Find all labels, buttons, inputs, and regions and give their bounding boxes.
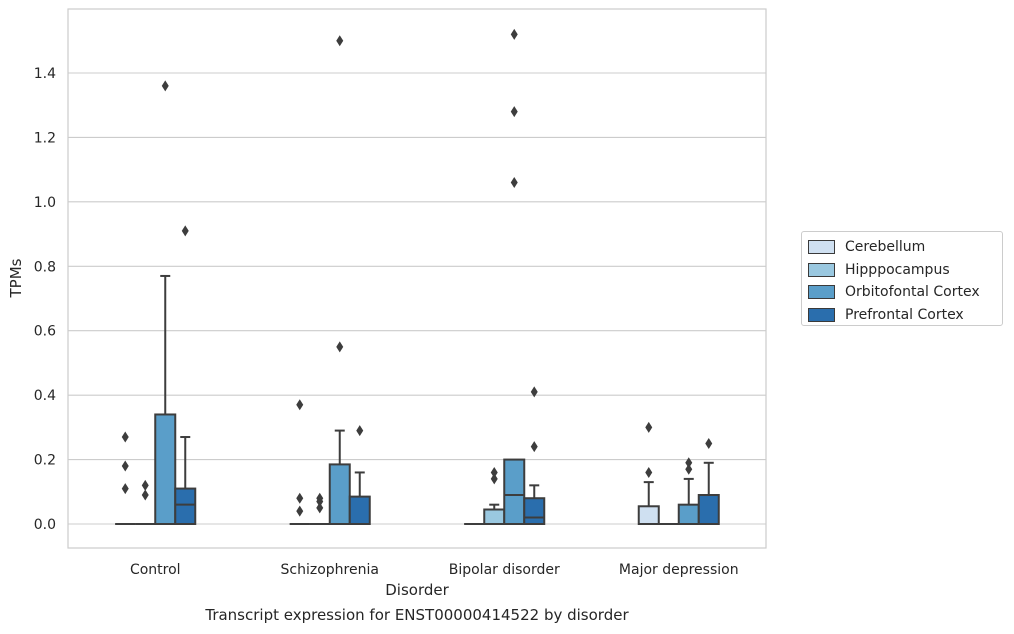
legend-swatch <box>808 307 835 322</box>
box-prefrontal-cortex <box>697 437 720 525</box>
box-orbitofontal-cortex <box>154 80 177 526</box>
box-body <box>348 495 371 526</box>
y-tick-label: 1.0 <box>34 195 56 211</box>
box-orbitofontal-cortex <box>503 28 526 526</box>
outlier-point <box>336 35 344 47</box>
outlier-point <box>161 80 169 92</box>
box-orbitofontal-cortex <box>328 35 351 525</box>
outlier-point <box>510 28 518 40</box>
legend-swatch <box>808 240 835 255</box>
outlier-point <box>336 341 344 353</box>
y-axis-label: TPMs <box>7 258 25 298</box>
y-tick-label: 0.4 <box>34 388 56 404</box>
outlier-point <box>645 421 653 433</box>
box-body <box>483 508 506 525</box>
x-axis-label: Disorder <box>385 581 449 599</box>
legend-swatch <box>808 262 835 277</box>
box-prefrontal-cortex <box>174 225 197 526</box>
outlier-point <box>645 466 653 478</box>
legend-item: Prefrontal Cortex <box>808 304 1002 327</box>
outlier-point <box>530 441 538 453</box>
box-body <box>677 503 700 525</box>
legend-label: Hipppocampus <box>845 261 950 278</box>
box-hipppocampus <box>309 492 330 525</box>
outlier-point <box>510 106 518 118</box>
legend-label: Prefrontal Cortex <box>845 306 964 323</box>
box-orbitofontal-cortex <box>677 457 700 525</box>
x-tick-label: Bipolar disorder <box>449 562 560 578</box>
outlier-point <box>490 473 498 485</box>
box-body <box>328 463 351 525</box>
outlier-point <box>121 483 129 495</box>
box-hipppocampus <box>483 466 506 525</box>
outlier-point <box>296 399 304 411</box>
outlier-point <box>141 489 149 501</box>
outlier-point <box>530 386 538 398</box>
y-tick-label: 1.4 <box>34 66 56 82</box>
box-body <box>154 413 177 526</box>
legend: Cerebellum Hipppocampus Orbitofontal Corte… <box>801 231 1003 326</box>
outlier-point <box>705 437 713 449</box>
legend-item: Cerebellum <box>808 236 1002 259</box>
box-prefrontal-cortex <box>348 425 371 526</box>
box-prefrontal-cortex <box>523 386 546 526</box>
outlier-point <box>316 495 324 507</box>
box-cerebellum <box>289 399 310 525</box>
box-body <box>637 505 660 525</box>
plot-frame <box>67 8 767 549</box>
box-body <box>503 458 526 526</box>
legend-label: Cerebellum <box>845 239 926 256</box>
y-tick-label: 1.2 <box>34 130 56 146</box>
outlier-point <box>296 492 304 504</box>
box-body <box>174 487 197 526</box>
outlier-point <box>296 505 304 517</box>
outlier-point <box>181 225 189 237</box>
y-tick-label: 0.6 <box>34 324 56 340</box>
figure-caption: Transcript expression for ENST0000041452… <box>205 606 629 624</box>
box-hipppocampus <box>135 479 156 525</box>
outlier-point <box>356 425 364 437</box>
box-body <box>523 497 546 526</box>
box-body <box>697 494 720 525</box>
outlier-point <box>316 502 324 514</box>
legend-item: Orbitofontal Cortex <box>808 281 1002 304</box>
outlier-point <box>510 177 518 189</box>
x-tick-label: Schizophrenia <box>281 562 379 578</box>
outlier-point <box>121 431 129 443</box>
y-tick-label: 0.2 <box>34 453 56 469</box>
box-cerebellum <box>115 431 136 525</box>
legend-label: Orbitofontal Cortex <box>845 284 980 301</box>
outlier-point <box>685 463 693 475</box>
x-tick-label: Major depression <box>619 562 739 578</box>
legend-swatch <box>808 285 835 300</box>
y-tick-label: 0.0 <box>34 517 56 533</box>
outlier-point <box>121 460 129 472</box>
outlier-point <box>490 466 498 478</box>
outlier-point <box>685 457 693 469</box>
legend-item: Hipppocampus <box>808 259 1002 282</box>
x-tick-label: Control <box>130 562 181 578</box>
outlier-point <box>141 479 149 491</box>
box-cerebellum <box>637 421 660 525</box>
y-tick-label: 0.8 <box>34 259 56 275</box>
